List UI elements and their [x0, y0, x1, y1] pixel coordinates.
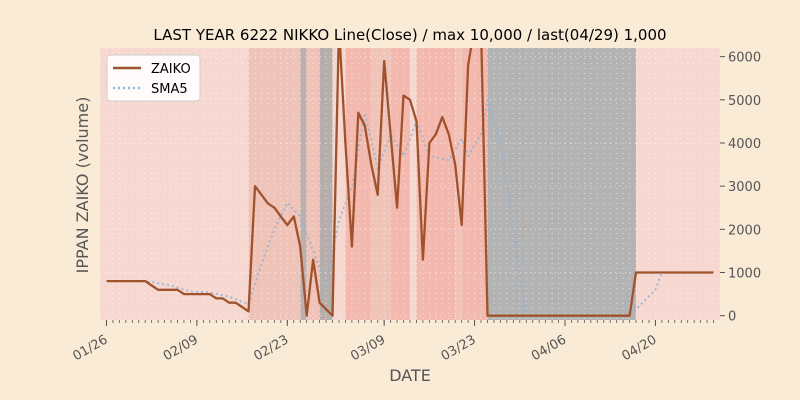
shade-band	[410, 48, 417, 320]
shade-band	[487, 48, 637, 320]
plot-area	[100, 48, 720, 320]
x-tick-label: 01/26	[71, 332, 111, 364]
x-tick-label: 03/23	[439, 332, 479, 364]
x-tick-label: 04/06	[529, 332, 569, 364]
y-axis-label: IPPAN ZAIKO (volume)	[73, 97, 92, 274]
shade-band	[636, 48, 720, 320]
series-line-zaiko	[106, 48, 714, 317]
legend: ZAIKO SMA5	[106, 54, 201, 102]
y-tick-label: 3000	[728, 180, 761, 195]
x-tick-label: 03/09	[348, 332, 388, 364]
shade-band	[390, 48, 410, 320]
series-line-sma5	[132, 98, 714, 317]
y-tick-label: 6000	[728, 51, 761, 66]
x-axis-label: DATE	[389, 366, 431, 385]
y-tick-label: 0	[728, 310, 736, 325]
shade-band	[371, 48, 391, 320]
y-axis-ticks: 0 1000 2000 3000 4000 5000 6000	[720, 51, 761, 325]
x-tick-label: 02/09	[161, 332, 201, 364]
shade-band	[300, 48, 307, 320]
x-tick-label: 04/20	[619, 332, 659, 364]
x-axis-ticks: 01/26 02/09 02/23 03/09 03/23 04/06 04/20	[71, 320, 714, 364]
y-tick-label: 2000	[728, 223, 761, 238]
legend-label-sma5: SMA5	[151, 82, 188, 97]
y-tick-label: 4000	[728, 137, 761, 152]
chart-title: LAST YEAR 6222 NIKKO Line(Close) / max 1…	[153, 26, 666, 44]
legend-box	[106, 54, 201, 102]
y-tick-label: 5000	[728, 94, 761, 109]
series-lines	[106, 48, 714, 317]
x-tick-label: 02/23	[251, 332, 291, 364]
y-tick-label: 1000	[728, 267, 761, 282]
legend-label-zaiko: ZAIKO	[151, 62, 191, 77]
